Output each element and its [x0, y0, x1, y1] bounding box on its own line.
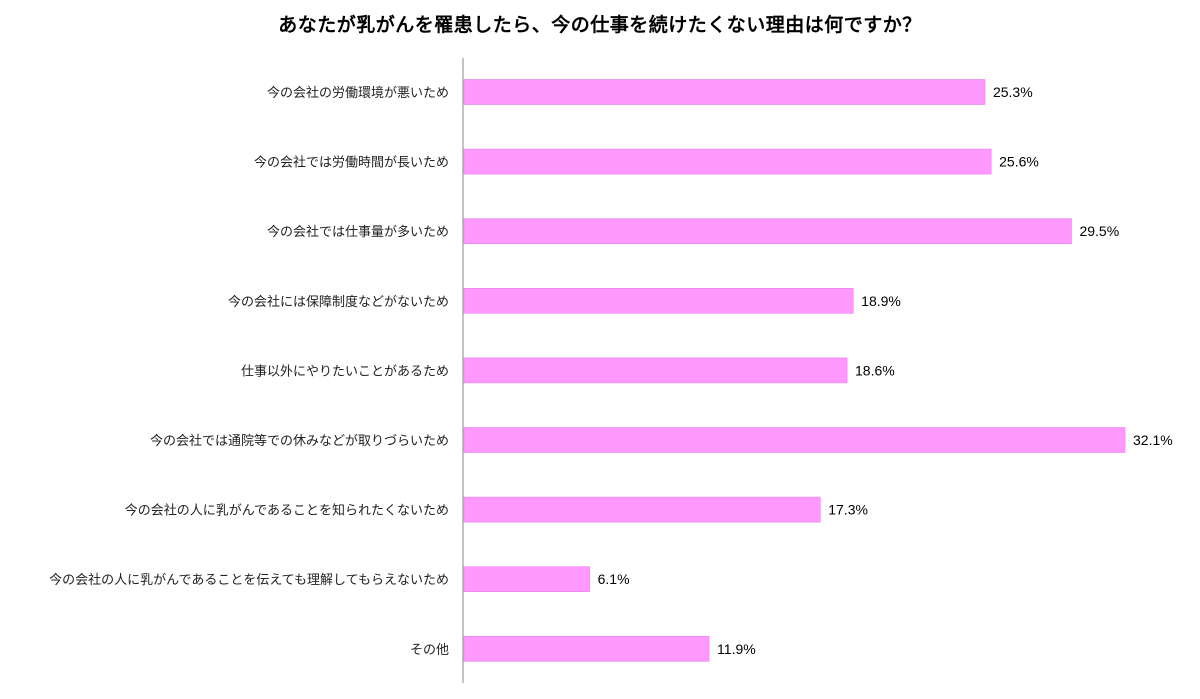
- value-label-9: 11.9%: [717, 641, 756, 657]
- bar-2: [463, 148, 992, 175]
- value-label-8: 6.1%: [598, 571, 630, 587]
- value-label-7: 17.3%: [828, 502, 868, 518]
- category-labels: 今の会社の労働環境が悪いため今の会社では労働時間が長いため今の会社では仕事量が多…: [49, 85, 449, 658]
- bar-4: [463, 287, 854, 314]
- bars-group: [463, 79, 1126, 662]
- value-label-6: 32.1%: [1133, 432, 1173, 448]
- bar-5: [463, 357, 848, 384]
- bar-9: [463, 635, 710, 662]
- value-label-3: 29.5%: [1079, 223, 1119, 239]
- category-label-2: 今の会社では労働時間が長いため: [254, 155, 449, 171]
- bar-6: [463, 427, 1126, 453]
- category-label-7: 今の会社の人に乳がんであることを知られたくないため: [125, 503, 449, 519]
- category-label-8: 今の会社の人に乳がんであることを伝えても理解してもらえないため: [49, 572, 449, 588]
- bar-1: [463, 79, 986, 105]
- category-label-1: 今の会社の労働環境が悪いため: [267, 85, 449, 101]
- category-label-4: 今の会社には保障制度などがないため: [228, 294, 449, 310]
- bar-7: [463, 496, 821, 523]
- category-label-3: 今の会社では仕事量が多いため: [267, 224, 449, 240]
- bar-8: [463, 566, 590, 593]
- value-label-5: 18.6%: [855, 362, 895, 378]
- bar-3: [463, 218, 1072, 244]
- category-label-6: 今の会社では通院等での休みなどが取りづらいため: [150, 433, 449, 449]
- category-label-9: その他: [410, 643, 449, 658]
- value-label-2: 25.6%: [999, 154, 1039, 170]
- value-labels: 25.3% 25.6% 29.5% 18.9% 18.6% 32.1% 17.3% 6.1% 1…: [598, 84, 1173, 657]
- value-label-1: 25.3%: [993, 84, 1033, 100]
- chart-title: あなたが乳がんを罹患したら、今の仕事を続けたくない理由は何ですか？: [278, 14, 922, 36]
- value-label-4: 18.9%: [861, 293, 901, 309]
- category-label-5: 仕事以外にやりたいことがあるため: [241, 364, 449, 379]
